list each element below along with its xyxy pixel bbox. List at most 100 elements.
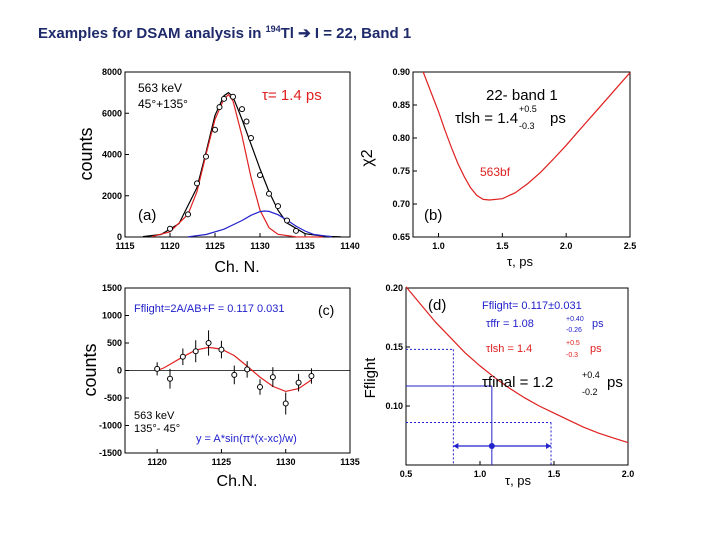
panel-d-tau-lsh-unit: ps: [590, 343, 602, 355]
panel-c-ytick-label: -1000: [99, 421, 122, 431]
title-arrow-icon: ➔: [298, 25, 311, 42]
panel-a-xtick-label: 1130: [250, 241, 270, 251]
panel-d-tau-final-minus: -0.2: [582, 387, 598, 397]
panel-c-ytick-label: -1500: [99, 448, 122, 458]
panel-a-data-point: [203, 153, 209, 160]
panel-c-xtick-label: 1130: [276, 457, 296, 467]
panel-a-data-point: [167, 225, 173, 232]
panel-b-xtick-label: 2.5: [624, 241, 637, 251]
panel-c-series-line: [156, 346, 312, 393]
panel-d-f-flight: 0.5 1.0 1.5 2.0 0.10 0.15 0.20 (d) Fflight= 0.…: [362, 283, 634, 488]
panel-d-range-arrow-right-icon: [546, 443, 552, 449]
panel-b-xtick-label: 1.0: [432, 241, 445, 251]
panel-d-ylabel: Fflight: [362, 357, 379, 399]
panel-a-series-line: [187, 210, 333, 238]
slide-title: Examples for DSAM analysis in 194Tl ➔ I …: [38, 24, 411, 42]
panel-c-ytick-label: 0: [117, 366, 122, 376]
panel-d-fflight: Fflight= 0.117±0.031: [482, 300, 582, 312]
panel-b-err-minus: -0.3: [519, 121, 535, 131]
panel-a-label: (a): [138, 207, 156, 224]
panel-c-data-point: [167, 375, 173, 382]
title-prefix: Examples for DSAM analysis in: [38, 25, 266, 42]
panel-b-err-plus: +0.5: [519, 104, 537, 114]
panel-a-xtick-label: 1120: [160, 241, 180, 251]
panel-c-xlabel: Ch.N.: [217, 473, 258, 490]
panel-a-series-line: [151, 93, 324, 238]
panel-b-ytick-label: 0.85: [392, 100, 410, 110]
panel-d-tau-lsh-plus: +0.5: [566, 340, 580, 347]
panel-c-data-point: [154, 365, 161, 372]
panel-d-ytick-label: 0.10: [385, 401, 403, 411]
panel-a-data-point: [257, 172, 263, 179]
panel-c-fit: y = A*sin(π*(x-xc)/w): [196, 433, 297, 445]
panel-a-ytick-label: 0: [117, 232, 122, 242]
panel-a-ytick-label: 8000: [102, 67, 122, 77]
panel-d-tau-final: τfinal = 1.2: [482, 374, 553, 391]
panel-a-data-point: [248, 135, 254, 141]
panel-b-ytick-label: 0.80: [392, 133, 410, 143]
panel-d-tau-ffr-plus: +0.40: [566, 316, 584, 323]
panel-d-xtick-label: 0.5: [400, 469, 413, 479]
panel-c-ytick-label: 1500: [102, 283, 122, 293]
panel-c-angle: 135°- 45°: [134, 423, 180, 435]
panel-d-tau-ffr-unit: ps: [592, 318, 604, 330]
panel-b-unit: ps: [550, 110, 566, 127]
panel-a-data-point: [216, 104, 223, 111]
panel-a-ytick-label: 4000: [102, 150, 122, 160]
panel-c-ytick-label: 500: [107, 338, 122, 348]
panel-d-tau-ffr-minus: -0.26: [566, 327, 582, 334]
panel-a-data-point: [185, 211, 191, 218]
panel-c-ytick-label: -500: [104, 393, 122, 403]
panel-b-xtick-label: 2.0: [560, 241, 573, 251]
panel-c-data-point: [282, 400, 289, 407]
panel-a-data-point: [230, 93, 236, 100]
panel-a-ytick-label: 2000: [102, 191, 122, 201]
panel-a-xtick-label: 1125: [205, 241, 225, 251]
panel-c-data-point: [231, 371, 238, 378]
panel-d-label: (d): [428, 297, 446, 314]
panel-a-data-point: [275, 203, 281, 210]
panel-c-energy: 563 keV: [134, 410, 175, 422]
panel-a-ytick-label: 6000: [102, 108, 122, 118]
panel-d-xtick-label: 2.0: [622, 469, 635, 479]
panel-a-series-line: [142, 91, 342, 238]
panel-b-ytick-label: 0.75: [392, 166, 410, 176]
panel-b-ytick-label: 0.65: [392, 232, 410, 242]
panel-a-energy: 563 keV: [138, 81, 182, 95]
panel-b-ytick-label: 0.90: [392, 67, 410, 77]
panel-c-data-point: [269, 374, 276, 381]
panel-d-tau-final-unit: ps: [607, 374, 623, 391]
panel-a-xtick-label: 1140: [340, 241, 360, 251]
panel-d-xtick-label: 1.0: [474, 469, 487, 479]
title-mass: 194: [265, 24, 281, 34]
panel-b-ytick-label: 0.70: [392, 199, 410, 209]
panel-c-data-point: [295, 379, 302, 386]
panel-d-xtick-label: 1.5: [548, 469, 561, 479]
panel-d-tau-lsh-minus: -0.3: [566, 352, 578, 359]
panel-c-xtick-label: 1120: [147, 457, 167, 467]
panel-a-lineshape-fit: 1115 1120 1125 1130 1135 1140 0 2000 4000 6000 800…: [76, 67, 360, 276]
panel-a-xlabel: Ch. N.: [214, 259, 259, 276]
panel-d-tau-final-plus: +0.4: [582, 370, 600, 380]
panel-a-data-point: [266, 190, 272, 197]
panel-c-data-point: [244, 366, 251, 373]
panel-a-data-point: [194, 180, 200, 187]
panel-b-xlabel: τ, ps: [507, 254, 534, 269]
title-suffix: I = 22, Band 1: [314, 25, 412, 42]
panel-c-asymmetry: 1120 1125 1130 1135 -1500 -1000 -500 0 500 1000 15…: [80, 283, 360, 490]
panel-b-chi-square: 1.0 1.5 2.0 2.5 0.65 0.70 0.75 0.80 0.85 0.90 22-…: [359, 67, 636, 269]
panel-a-xtick-label: 1135: [295, 241, 315, 251]
panel-c-data-point: [218, 346, 225, 353]
panel-b-header: 22- band 1: [486, 87, 558, 104]
panel-c-ylabel: counts: [80, 343, 100, 396]
panel-c-data-point: [308, 373, 315, 379]
panel-d-range-arrow-left-icon: [453, 443, 459, 449]
panel-d-frame: [405, 287, 629, 466]
panel-c-data-point: [257, 384, 263, 390]
panel-b-series-line: [422, 71, 631, 201]
panel-d-ytick-label: 0.15: [385, 342, 403, 352]
panel-a-angle: 45°+135°: [138, 97, 188, 111]
panel-d-final-point: [488, 443, 495, 449]
title-element: Tl: [280, 25, 294, 42]
